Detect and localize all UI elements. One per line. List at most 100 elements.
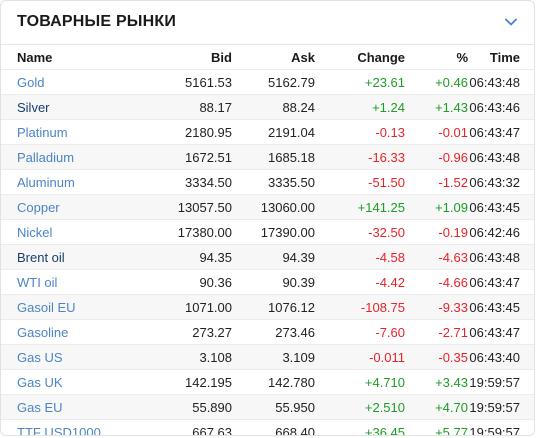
change-cell: -0.011: [369, 349, 405, 365]
time-cell: 19:59:57: [469, 374, 520, 390]
commodity-name-cell: Gas UK: [1, 370, 127, 395]
bid-cell: 88.17: [199, 99, 232, 115]
column-header-bid[interactable]: Bid: [211, 49, 232, 65]
column-header-time[interactable]: Time: [489, 49, 520, 65]
commodity-name-cell: Brent oil: [1, 245, 127, 270]
change-cell: +23.61: [364, 74, 405, 90]
table-row: Brent oil 94.35 94.39 -4.58 -4.63 06:43:48: [1, 244, 534, 270]
percent-cell: -0.35: [438, 349, 468, 365]
table-row: Nickel 17380.00 17390.00 -32.50 -0.19 06:42:4…: [1, 219, 534, 245]
bid-cell: 273.27: [192, 324, 232, 340]
ask-cell: 273.46: [275, 324, 315, 340]
percent-cell: +5.77: [435, 424, 468, 436]
table-row: TTF USD1000 667.63 668.40 +36.45 +5.77 19:59:…: [1, 419, 534, 436]
ask-cell: 1076.12: [268, 299, 315, 315]
time-cell: 06:43:47: [469, 274, 520, 290]
change-cell: +1.24: [372, 99, 405, 115]
percent-cell: -4.66: [438, 274, 468, 290]
commodity-link[interactable]: Gas US: [17, 349, 63, 365]
commodity-link[interactable]: Gasoline: [17, 324, 69, 340]
commodity-link[interactable]: Brent oil: [17, 249, 65, 265]
bid-cell: 1071.00: [185, 299, 232, 315]
commodity-link[interactable]: Gasoil EU: [17, 299, 76, 315]
ask-cell: 55.950: [275, 399, 315, 415]
table-row: Gas US 3.108 3.109 -0.011 -0.35 06:43:40: [1, 344, 534, 370]
widget-header: ТОВАРНЫЕ РЫНКИ: [1, 1, 534, 45]
table-row: Platinum 2180.95 2191.04 -0.13 -0.01 06:43:47: [1, 119, 534, 145]
bid-cell: 13057.50: [177, 199, 232, 215]
percent-cell: -0.01: [438, 124, 468, 140]
commodity-name-cell: Gasoil EU: [1, 295, 127, 320]
commodity-name-cell: Palladium: [1, 145, 127, 170]
bid-cell: 3334.50: [185, 174, 232, 190]
commodity-name-cell: Gold: [1, 70, 127, 95]
ask-cell: 3.109: [282, 349, 315, 365]
bid-cell: 94.35: [199, 249, 232, 265]
ask-cell: 2191.04: [268, 124, 315, 140]
time-cell: 06:42:46: [469, 224, 520, 240]
commodity-link[interactable]: Nickel: [17, 224, 53, 240]
time-cell: 06:43:45: [469, 199, 520, 215]
ask-cell: 668.40: [275, 424, 315, 436]
table-row: Gas UK 142.195 142.780 +4.710 +3.43 19:59:57: [1, 369, 534, 395]
column-header-name[interactable]: Name: [17, 49, 53, 65]
percent-cell: -1.52: [438, 174, 468, 190]
bid-cell: 17380.00: [177, 224, 232, 240]
change-cell: +4.710: [364, 374, 405, 390]
table-header-row: Name Bid Ask Change % Time: [1, 45, 534, 70]
ask-cell: 3335.50: [268, 174, 315, 190]
change-cell: +36.45: [364, 424, 405, 436]
commodity-link[interactable]: Silver: [17, 99, 50, 115]
table-row: Palladium 1672.51 1685.18 -16.33 -0.96 06:43:…: [1, 144, 534, 170]
time-cell: 06:43:47: [469, 124, 520, 140]
commodity-name-cell: Gas US: [1, 345, 127, 370]
commodity-link[interactable]: Gold: [17, 74, 45, 90]
ask-cell: 13060.00: [260, 199, 315, 215]
commodity-link[interactable]: Copper: [17, 199, 60, 215]
column-header-change[interactable]: Change: [357, 49, 405, 65]
percent-cell: -9.33: [438, 299, 468, 315]
ask-cell: 5162.79: [268, 74, 315, 90]
percent-cell: -0.96: [438, 149, 468, 165]
time-cell: 06:43:48: [469, 74, 520, 90]
column-header-percent[interactable]: %: [456, 49, 468, 65]
commodity-link[interactable]: WTI oil: [17, 274, 58, 290]
commodity-name-cell: Nickel: [1, 220, 127, 245]
ask-cell: 88.24: [282, 99, 315, 115]
percent-cell: +1.43: [435, 99, 468, 115]
table-row: Aluminum 3334.50 3335.50 -51.50 -1.52 06:43:3…: [1, 169, 534, 195]
time-cell: 19:59:57: [469, 424, 520, 436]
table-row: Gas EU 55.890 55.950 +2.510 +4.70 19:59:57: [1, 394, 534, 420]
commodity-link[interactable]: TTF USD1000: [17, 424, 101, 436]
change-cell: +141.25: [357, 199, 405, 215]
bid-cell: 5161.53: [185, 74, 232, 90]
bid-cell: 1672.51: [185, 149, 232, 165]
change-cell: -4.58: [375, 249, 405, 265]
percent-cell: +0.46: [435, 74, 468, 90]
chevron-down-icon[interactable]: [502, 13, 520, 31]
table-row: Gold 5161.53 5162.79 +23.61 +0.46 06:43:48: [1, 69, 534, 95]
change-cell: -108.75: [360, 299, 405, 315]
commodity-name-cell: Gas EU: [1, 395, 127, 420]
commodity-link[interactable]: Gas EU: [17, 399, 63, 415]
commodity-link[interactable]: Gas UK: [17, 374, 63, 390]
bid-cell: 90.36: [199, 274, 232, 290]
table-row: WTI oil 90.36 90.39 -4.42 -4.66 06:43:47: [1, 269, 534, 295]
time-cell: 06:43:40: [469, 349, 520, 365]
ask-cell: 90.39: [282, 274, 315, 290]
column-header-ask[interactable]: Ask: [291, 49, 315, 65]
bid-cell: 2180.95: [185, 124, 232, 140]
commodity-name-cell: Aluminum: [1, 170, 127, 195]
commodity-link[interactable]: Platinum: [17, 124, 68, 140]
table-row: Gasoil EU 1071.00 1076.12 -108.75 -9.33 06:43…: [1, 294, 534, 320]
change-cell: -7.60: [375, 324, 405, 340]
commodity-link[interactable]: Palladium: [17, 149, 75, 165]
table-row: Silver 88.17 88.24 +1.24 +1.43 06:43:46: [1, 94, 534, 120]
bid-cell: 142.195: [185, 374, 232, 390]
change-cell: -32.50: [368, 224, 405, 240]
commodity-link[interactable]: Aluminum: [17, 174, 75, 190]
commodity-name-cell: Copper: [1, 195, 127, 220]
change-cell: +2.510: [364, 399, 405, 415]
table-row: Copper 13057.50 13060.00 +141.25 +1.09 06:43:…: [1, 194, 534, 220]
